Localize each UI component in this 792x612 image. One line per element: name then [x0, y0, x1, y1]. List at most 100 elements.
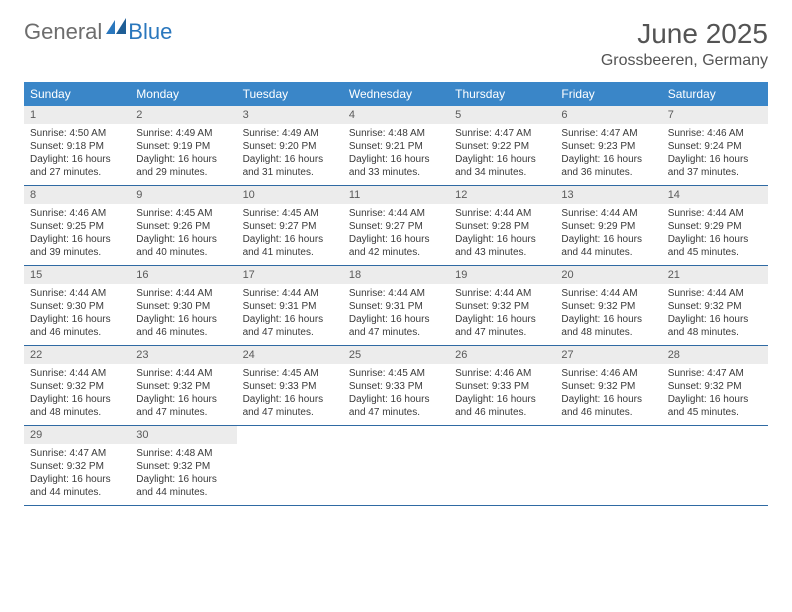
calendar-cell: 2Sunrise: 4:49 AM Sunset: 9:19 PM Daylig…: [130, 106, 236, 186]
day-details: Sunrise: 4:49 AM Sunset: 9:20 PM Dayligh…: [237, 124, 343, 185]
day-number: 11: [343, 186, 449, 204]
calendar-body: 1Sunrise: 4:50 AM Sunset: 9:18 PM Daylig…: [24, 106, 768, 506]
day-number: 25: [343, 346, 449, 364]
day-number: 8: [24, 186, 130, 204]
calendar-cell: 22Sunrise: 4:44 AM Sunset: 9:32 PM Dayli…: [24, 346, 130, 426]
day-number: 4: [343, 106, 449, 124]
calendar-cell: 30Sunrise: 4:48 AM Sunset: 9:32 PM Dayli…: [130, 426, 236, 506]
day-number: 21: [662, 266, 768, 284]
day-number: 3: [237, 106, 343, 124]
day-details: Sunrise: 4:49 AM Sunset: 9:19 PM Dayligh…: [130, 124, 236, 185]
calendar-cell: 20Sunrise: 4:44 AM Sunset: 9:32 PM Dayli…: [555, 266, 661, 346]
day-details: Sunrise: 4:46 AM Sunset: 9:32 PM Dayligh…: [555, 364, 661, 425]
calendar-cell: 27Sunrise: 4:46 AM Sunset: 9:32 PM Dayli…: [555, 346, 661, 426]
day-details: Sunrise: 4:45 AM Sunset: 9:33 PM Dayligh…: [343, 364, 449, 425]
calendar-cell: [343, 426, 449, 506]
calendar-table: SundayMondayTuesdayWednesdayThursdayFrid…: [24, 82, 768, 506]
day-details: Sunrise: 4:44 AM Sunset: 9:32 PM Dayligh…: [130, 364, 236, 425]
day-details: Sunrise: 4:44 AM Sunset: 9:29 PM Dayligh…: [662, 204, 768, 265]
day-details: Sunrise: 4:46 AM Sunset: 9:25 PM Dayligh…: [24, 204, 130, 265]
day-number: 2: [130, 106, 236, 124]
logo: General Blue: [24, 18, 172, 45]
calendar-row: 15Sunrise: 4:44 AM Sunset: 9:30 PM Dayli…: [24, 266, 768, 346]
day-number: 17: [237, 266, 343, 284]
calendar-row: 29Sunrise: 4:47 AM Sunset: 9:32 PM Dayli…: [24, 426, 768, 506]
day-details: Sunrise: 4:44 AM Sunset: 9:29 PM Dayligh…: [555, 204, 661, 265]
calendar-row: 22Sunrise: 4:44 AM Sunset: 9:32 PM Dayli…: [24, 346, 768, 426]
calendar-cell: 14Sunrise: 4:44 AM Sunset: 9:29 PM Dayli…: [662, 186, 768, 266]
day-number: 10: [237, 186, 343, 204]
day-number: 13: [555, 186, 661, 204]
weekday-header: Saturday: [662, 82, 768, 106]
calendar-cell: 9Sunrise: 4:45 AM Sunset: 9:26 PM Daylig…: [130, 186, 236, 266]
logo-mark-icon: [106, 18, 126, 39]
day-number: 24: [237, 346, 343, 364]
location: Grossbeeren, Germany: [601, 52, 768, 70]
day-number: 1: [24, 106, 130, 124]
logo-text-blue: Blue: [128, 19, 172, 45]
day-details: Sunrise: 4:44 AM Sunset: 9:32 PM Dayligh…: [662, 284, 768, 345]
calendar-cell: 24Sunrise: 4:45 AM Sunset: 9:33 PM Dayli…: [237, 346, 343, 426]
day-details: Sunrise: 4:44 AM Sunset: 9:31 PM Dayligh…: [237, 284, 343, 345]
day-number: 29: [24, 426, 130, 444]
calendar-cell: 26Sunrise: 4:46 AM Sunset: 9:33 PM Dayli…: [449, 346, 555, 426]
calendar-cell: 16Sunrise: 4:44 AM Sunset: 9:30 PM Dayli…: [130, 266, 236, 346]
day-number: 7: [662, 106, 768, 124]
day-number: 18: [343, 266, 449, 284]
day-details: Sunrise: 4:44 AM Sunset: 9:30 PM Dayligh…: [24, 284, 130, 345]
day-number: 30: [130, 426, 236, 444]
calendar-row: 8Sunrise: 4:46 AM Sunset: 9:25 PM Daylig…: [24, 186, 768, 266]
calendar-cell: 12Sunrise: 4:44 AM Sunset: 9:28 PM Dayli…: [449, 186, 555, 266]
day-details: Sunrise: 4:50 AM Sunset: 9:18 PM Dayligh…: [24, 124, 130, 185]
day-details: Sunrise: 4:47 AM Sunset: 9:23 PM Dayligh…: [555, 124, 661, 185]
day-details: Sunrise: 4:44 AM Sunset: 9:30 PM Dayligh…: [130, 284, 236, 345]
day-details: Sunrise: 4:45 AM Sunset: 9:27 PM Dayligh…: [237, 204, 343, 265]
day-details: Sunrise: 4:46 AM Sunset: 9:33 PM Dayligh…: [449, 364, 555, 425]
day-details: Sunrise: 4:44 AM Sunset: 9:32 PM Dayligh…: [555, 284, 661, 345]
day-number: 15: [24, 266, 130, 284]
day-number: 23: [130, 346, 236, 364]
day-number: 6: [555, 106, 661, 124]
calendar-cell: [449, 426, 555, 506]
header: General Blue June 2025 Grossbeeren, Germ…: [24, 18, 768, 70]
weekday-header: Wednesday: [343, 82, 449, 106]
day-number: 28: [662, 346, 768, 364]
day-details: Sunrise: 4:44 AM Sunset: 9:27 PM Dayligh…: [343, 204, 449, 265]
calendar-cell: 28Sunrise: 4:47 AM Sunset: 9:32 PM Dayli…: [662, 346, 768, 426]
calendar-cell: [555, 426, 661, 506]
calendar-cell: 23Sunrise: 4:44 AM Sunset: 9:32 PM Dayli…: [130, 346, 236, 426]
calendar-cell: 21Sunrise: 4:44 AM Sunset: 9:32 PM Dayli…: [662, 266, 768, 346]
day-number: 22: [24, 346, 130, 364]
weekday-header: Thursday: [449, 82, 555, 106]
day-details: Sunrise: 4:48 AM Sunset: 9:32 PM Dayligh…: [130, 444, 236, 505]
day-number: 9: [130, 186, 236, 204]
calendar-cell: [662, 426, 768, 506]
calendar-cell: 13Sunrise: 4:44 AM Sunset: 9:29 PM Dayli…: [555, 186, 661, 266]
calendar-cell: 8Sunrise: 4:46 AM Sunset: 9:25 PM Daylig…: [24, 186, 130, 266]
day-number: 14: [662, 186, 768, 204]
day-details: Sunrise: 4:47 AM Sunset: 9:22 PM Dayligh…: [449, 124, 555, 185]
day-number: 27: [555, 346, 661, 364]
logo-text-general: General: [24, 19, 102, 45]
calendar-cell: [237, 426, 343, 506]
title-block: June 2025 Grossbeeren, Germany: [601, 18, 768, 70]
weekday-header: Friday: [555, 82, 661, 106]
calendar-row: 1Sunrise: 4:50 AM Sunset: 9:18 PM Daylig…: [24, 106, 768, 186]
calendar-cell: 4Sunrise: 4:48 AM Sunset: 9:21 PM Daylig…: [343, 106, 449, 186]
weekday-header: Monday: [130, 82, 236, 106]
calendar-cell: 18Sunrise: 4:44 AM Sunset: 9:31 PM Dayli…: [343, 266, 449, 346]
calendar-cell: 19Sunrise: 4:44 AM Sunset: 9:32 PM Dayli…: [449, 266, 555, 346]
weekday-header: Sunday: [24, 82, 130, 106]
day-details: Sunrise: 4:44 AM Sunset: 9:28 PM Dayligh…: [449, 204, 555, 265]
day-details: Sunrise: 4:47 AM Sunset: 9:32 PM Dayligh…: [24, 444, 130, 505]
calendar-cell: 29Sunrise: 4:47 AM Sunset: 9:32 PM Dayli…: [24, 426, 130, 506]
month-title: June 2025: [601, 18, 768, 50]
day-number: 19: [449, 266, 555, 284]
day-number: 26: [449, 346, 555, 364]
calendar-cell: 17Sunrise: 4:44 AM Sunset: 9:31 PM Dayli…: [237, 266, 343, 346]
calendar-cell: 25Sunrise: 4:45 AM Sunset: 9:33 PM Dayli…: [343, 346, 449, 426]
calendar-cell: 10Sunrise: 4:45 AM Sunset: 9:27 PM Dayli…: [237, 186, 343, 266]
calendar-cell: 15Sunrise: 4:44 AM Sunset: 9:30 PM Dayli…: [24, 266, 130, 346]
day-details: Sunrise: 4:44 AM Sunset: 9:32 PM Dayligh…: [24, 364, 130, 425]
calendar-cell: 5Sunrise: 4:47 AM Sunset: 9:22 PM Daylig…: [449, 106, 555, 186]
